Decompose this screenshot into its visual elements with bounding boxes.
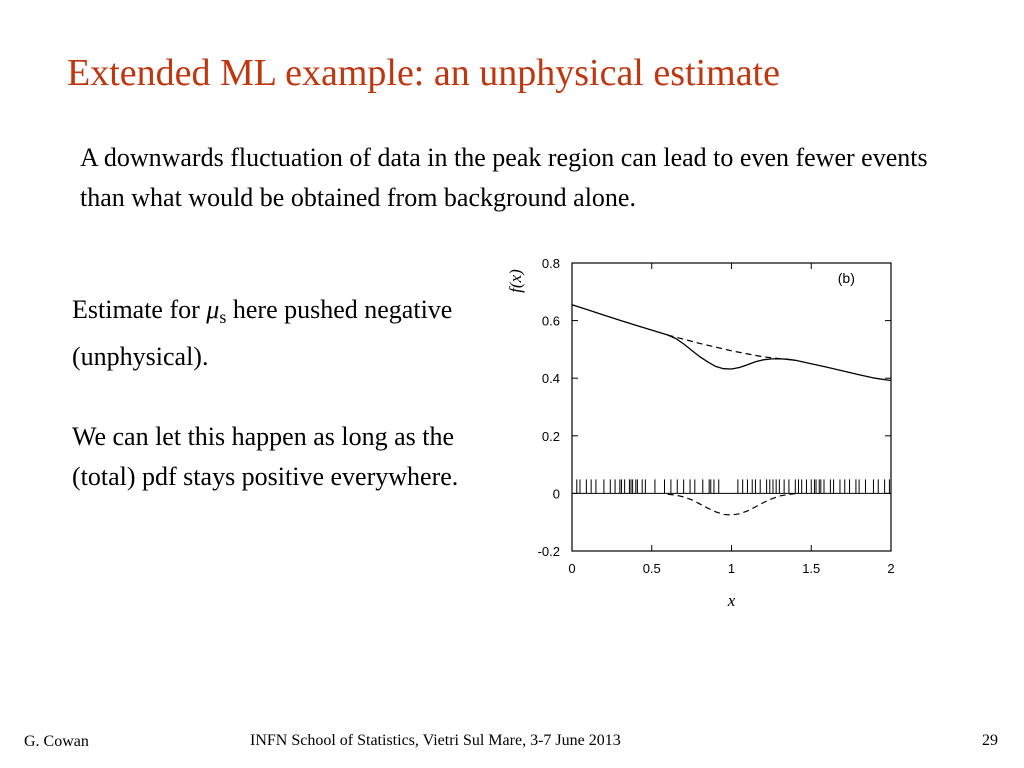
y-tick-label: 0.2 [542,429,560,444]
x-tick-label: 0.5 [643,561,661,576]
series-line-3 [667,493,796,516]
y-tick-label: 0.4 [542,371,560,386]
estimate-suffix: here pushed negative (unphysical). [72,295,453,371]
y-tick-label: 0.6 [542,314,560,329]
body-text: Estimate for μs here pushed negative (un… [72,290,472,497]
x-tick-label: 2 [887,561,894,576]
y-tick-label: 0.8 [542,256,560,271]
x-axis-label: x [727,591,736,610]
y-axis-label: f(x) [506,269,525,293]
x-tick-label: 1 [728,561,735,576]
series-line-2 [667,334,796,361]
y-tick-label: -0.2 [538,544,560,559]
x-tick-label: 1.5 [802,561,820,576]
page-number: 29 [982,732,998,749]
x-tick-label: 0 [568,561,575,576]
mu-symbol: μ [206,295,220,324]
plot-frame [571,262,892,552]
footer-author: G. Cowan [24,733,89,750]
footer-event: INFN School of Statistics, Vietri Sul Ma… [250,732,621,749]
pdf-chart: 0 0.5 1 1.5 2 -0.2 0 0.2 0.4 0.6 0.8 x f(x) (b) [506,256,895,610]
slide-title: Extended ML example: an unphysical estim… [67,52,780,94]
y-tick-label: 0 [553,486,560,501]
intro-text: A downwards fluctuation of data in the p… [80,143,928,212]
pdf-positive-paragraph: We can let this happen as long as the (t… [72,422,459,491]
estimate-prefix: Estimate for [72,295,207,324]
panel-annotation: (b) [838,270,855,286]
series-line-1 [571,304,892,382]
estimate-paragraph: Estimate for μs here pushed negative (un… [72,290,472,377]
mu-subscript: s [219,307,227,327]
